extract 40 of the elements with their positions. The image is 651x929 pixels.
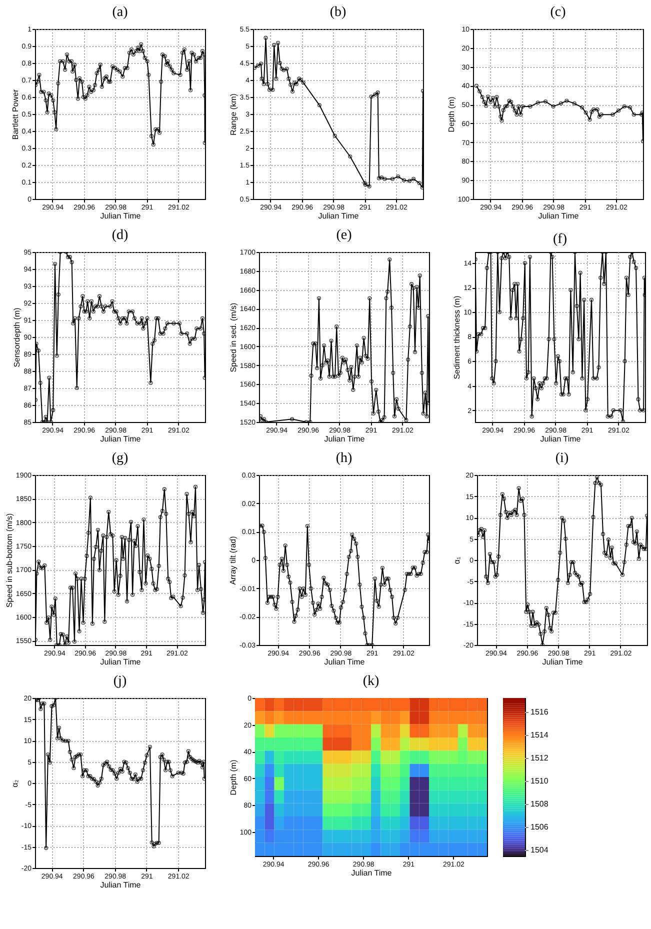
chart-title: (e) bbox=[336, 228, 352, 243]
y-axis-title: Speed in sed. (m/s) bbox=[228, 302, 238, 372]
x-axis-title: Julian Time bbox=[100, 658, 142, 666]
chart-title: (c) bbox=[550, 5, 566, 20]
x-axis-title: Julian Time bbox=[100, 434, 142, 444]
color-bar-label: 1508 bbox=[530, 800, 549, 809]
x-axis-title: Julian Time bbox=[324, 434, 366, 444]
chart-title: (d) bbox=[112, 228, 128, 243]
y-axis-title: Depth (m) bbox=[228, 759, 238, 796]
chart-title: (j) bbox=[113, 674, 127, 689]
x-axis-title: Julian Time bbox=[100, 212, 142, 220]
color-bar-label: 1516 bbox=[530, 707, 549, 716]
chart-title: (f) bbox=[553, 232, 568, 247]
chart-title: (h) bbox=[336, 451, 352, 466]
chart-title: (a) bbox=[112, 5, 128, 20]
color-bar-label: 1514 bbox=[530, 730, 549, 740]
y-axis-title: Speed in sub-bottom (m/s) bbox=[4, 513, 14, 608]
y-axis-title: Array tilt (rad) bbox=[228, 536, 238, 585]
x-axis-title: Julian Time bbox=[540, 434, 582, 444]
color-bar-label: 1512 bbox=[530, 753, 549, 762]
x-axis-title: Julian Time bbox=[538, 212, 580, 220]
y-axis-title: Depth (m) bbox=[446, 96, 456, 132]
chart-title: (k) bbox=[362, 674, 380, 689]
y-axis-title: Sediment thickness (m) bbox=[452, 295, 462, 380]
y-axis-title: Range (km) bbox=[228, 93, 238, 136]
color-bar-label: 1506 bbox=[530, 822, 549, 832]
chart-title: (b) bbox=[330, 5, 346, 20]
y-axis-title: α₂ bbox=[10, 780, 20, 788]
x-axis-title: Julian Time bbox=[324, 658, 366, 666]
y-axis-title: α₁ bbox=[452, 556, 462, 564]
y-axis-title: Bartlett Power bbox=[10, 89, 20, 140]
x-axis-title: Julian Time bbox=[542, 658, 584, 666]
x-axis-title: Julian Time bbox=[318, 212, 360, 220]
y-axis-title: Sensordepth (m) bbox=[12, 307, 22, 368]
color-bar-label: 1504 bbox=[530, 846, 549, 855]
x-axis-title: Julian Time bbox=[351, 868, 392, 878]
chart-title: (i) bbox=[555, 451, 569, 466]
chart-title: (g) bbox=[112, 451, 128, 466]
color-bar-label: 1510 bbox=[530, 776, 549, 786]
x-axis-title: Julian Time bbox=[100, 880, 142, 890]
